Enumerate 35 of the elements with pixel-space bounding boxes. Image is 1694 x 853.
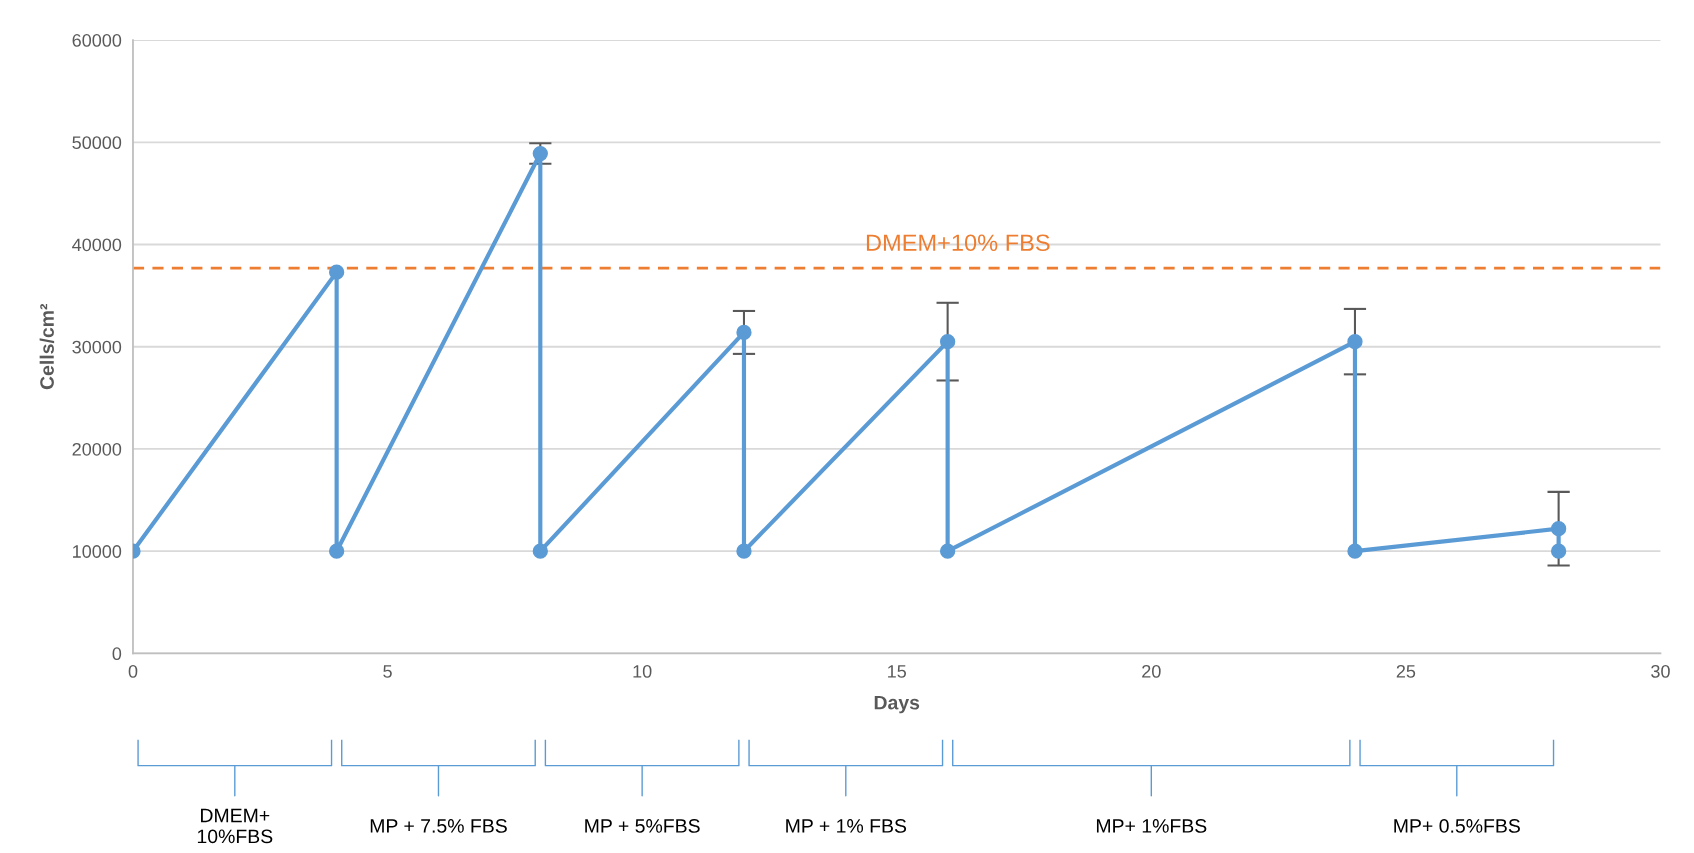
y-tick-label: 10000: [73, 545, 122, 558]
y-tick-label: 40000: [72, 238, 122, 252]
point: [329, 543, 345, 559]
point: [736, 324, 752, 341]
text: MP + 7.5% FBS: [370, 819, 507, 833]
y-tick-label: 20000: [72, 442, 122, 456]
text: MP+ 0.5%FBS: [1394, 819, 1520, 833]
y-axis-title: Cells/cm²: [39, 303, 55, 390]
x-tick-label: 20: [1142, 664, 1161, 678]
y-tick-label: 0: [112, 647, 122, 661]
point: [532, 543, 548, 559]
text: MP + 5%FBS: [585, 819, 700, 833]
x-tick-label: 5: [383, 665, 392, 678]
point: [736, 543, 752, 559]
text: MP+ 1%FBS: [1096, 819, 1207, 833]
point: [1347, 543, 1363, 559]
point: [1550, 543, 1567, 559]
text: DMEM+ 10%FBS: [197, 808, 273, 844]
y-tick-label: 60000: [72, 34, 122, 47]
point: [532, 145, 548, 162]
point: [939, 333, 956, 350]
text: MP + 1% FBS: [786, 819, 907, 833]
x-tick-label: 15: [888, 665, 906, 678]
x-tick-label: 0: [128, 664, 138, 678]
point: [329, 264, 345, 280]
point: [1550, 521, 1567, 537]
y-tick-label: 30000: [72, 340, 122, 354]
x-axis-title: Days: [874, 695, 920, 714]
x-tick-label: 30: [1651, 664, 1670, 678]
x-tick-label: 10: [633, 664, 652, 678]
y-tick-label: 50000: [72, 136, 122, 150]
x-tick-label: 25: [1396, 664, 1416, 678]
ref-line-label: DMEM+10% FBS: [866, 234, 1050, 252]
point: [939, 543, 956, 559]
point: [1347, 333, 1363, 350]
